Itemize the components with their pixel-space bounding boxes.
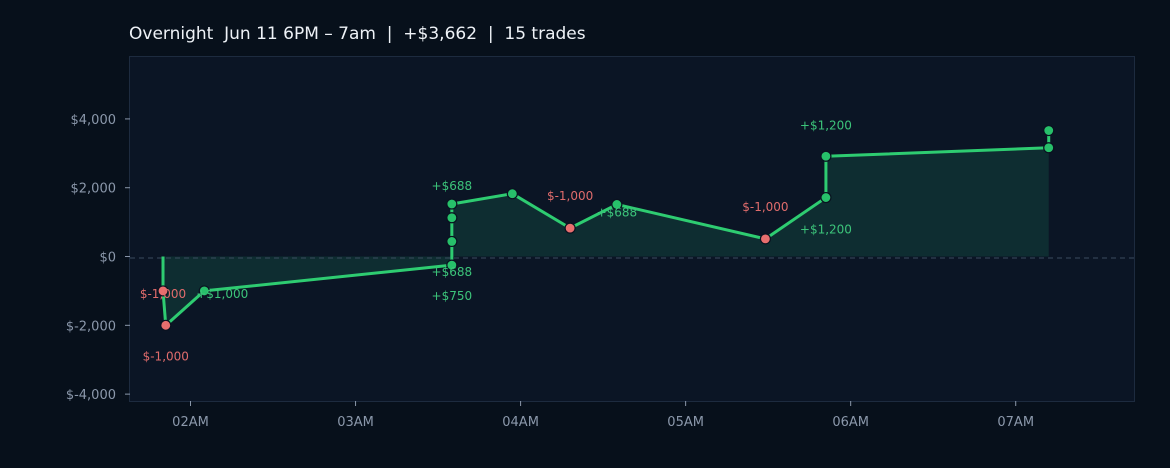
trade-annotation: +$688 bbox=[432, 265, 473, 279]
win-trade-point[interactable] bbox=[446, 259, 458, 271]
y-tick-label: $-2,000 bbox=[66, 319, 116, 334]
win-trade-point[interactable] bbox=[446, 212, 458, 224]
trade-annotation: $-1,000 bbox=[547, 189, 593, 203]
trade-annotation: $-1,000 bbox=[140, 287, 186, 301]
loss-trade-point[interactable] bbox=[157, 285, 169, 297]
x-tick-label: 03AM bbox=[337, 415, 374, 430]
win-trade-point[interactable] bbox=[506, 188, 518, 200]
win-trade-point[interactable] bbox=[820, 191, 832, 204]
win-trade-point[interactable] bbox=[446, 198, 458, 210]
win-trade-point[interactable] bbox=[611, 198, 623, 211]
x-tick-label: 02AM bbox=[172, 415, 209, 430]
x-tick-label: 06AM bbox=[832, 415, 869, 430]
trade-annotation: +$750 bbox=[432, 289, 473, 303]
loss-trade-point[interactable] bbox=[759, 233, 772, 245]
chart-title: Overnight Jun 11 6PM – 7am | +$3,662 | 1… bbox=[129, 24, 586, 44]
trade-annotation: $-1,000 bbox=[143, 349, 189, 363]
trade-annotation: $-1,000 bbox=[742, 200, 788, 214]
loss-trade-point[interactable] bbox=[160, 319, 172, 331]
trade-annotation: +$1,200 bbox=[800, 118, 852, 132]
trade-annotation: +$1,000 bbox=[196, 287, 248, 301]
trade-annotation: +$688 bbox=[432, 179, 473, 193]
x-tick-label: 05AM bbox=[667, 415, 704, 430]
x-tick-label: 04AM bbox=[502, 415, 539, 430]
x-tick-label: 07AM bbox=[997, 415, 1034, 430]
y-tick-label: $0 bbox=[99, 251, 116, 266]
win-trade-point[interactable] bbox=[1043, 142, 1055, 154]
loss-trade-point[interactable] bbox=[564, 222, 576, 234]
y-tick-label: $2,000 bbox=[71, 182, 117, 197]
pnl-line bbox=[161, 130, 1051, 327]
trade-annotation: +$688 bbox=[597, 205, 638, 219]
win-trade-point[interactable] bbox=[198, 285, 210, 297]
trade-annotation: +$1,200 bbox=[800, 223, 852, 237]
win-trade-point[interactable] bbox=[446, 235, 458, 248]
y-tick-label: $4,000 bbox=[71, 113, 117, 128]
win-trade-point[interactable] bbox=[820, 150, 832, 162]
win-trade-point[interactable] bbox=[1043, 124, 1055, 137]
y-tick-label: $-4,000 bbox=[66, 388, 116, 403]
